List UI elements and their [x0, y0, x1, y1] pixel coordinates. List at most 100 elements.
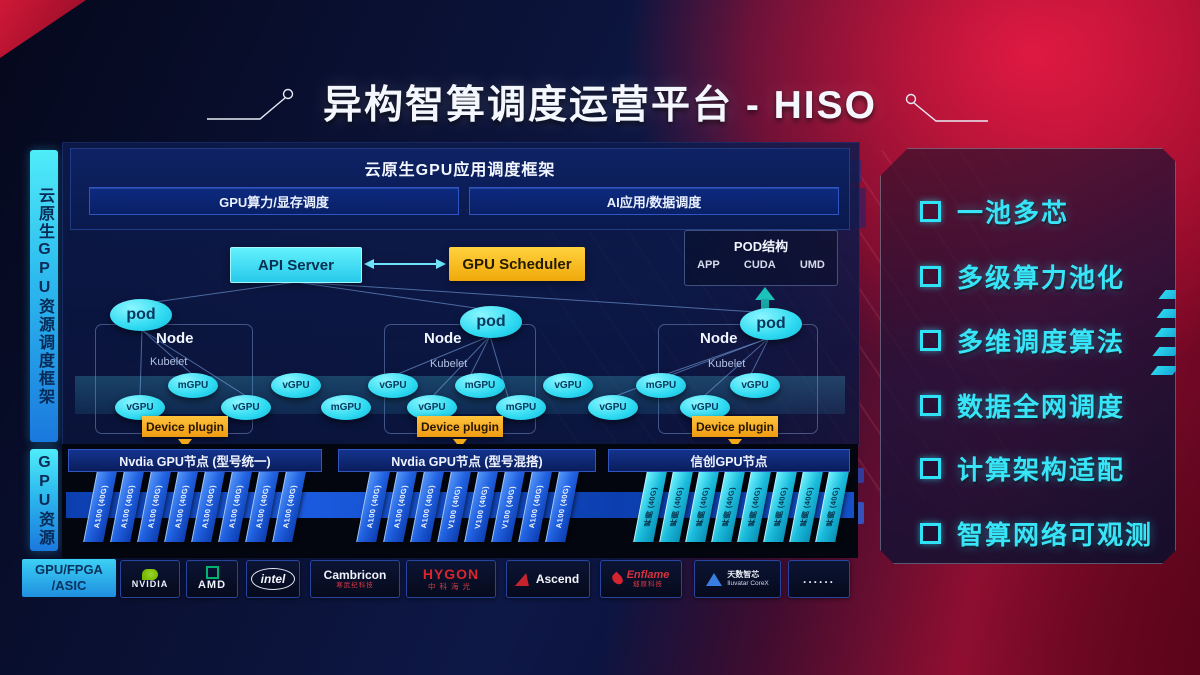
gpu-group-label-mixed: Nvdia GPU节点 (型号混搭)	[338, 449, 596, 472]
vendor-name: HYGON	[422, 566, 480, 583]
amd-logo-icon	[205, 566, 219, 580]
vendor-name: Ascend	[535, 572, 580, 586]
square-bullet-icon	[920, 266, 941, 287]
feature-label: 多级算力池化	[957, 262, 1126, 293]
feature-label: 计算架构适配	[957, 454, 1126, 485]
device-plugin-label: Device plugin	[145, 419, 225, 434]
gpu-ellipse: vGPU	[543, 373, 593, 398]
ai-app-data-scheduling-box: AI应用/数据调度	[469, 187, 839, 215]
gpu-ellipse: vGPU	[407, 395, 457, 420]
gpu-ellipse: mGPU	[321, 395, 371, 420]
gpu-ellipse: vGPU	[221, 395, 271, 420]
vendor-name: AMD	[197, 579, 227, 592]
gpu-ellipse: vGPU	[588, 395, 638, 420]
vendor-subname: Iluvatar CoreX	[727, 579, 769, 587]
pod-struct-item-umd: UMD	[799, 259, 825, 271]
node-label: Node	[156, 330, 194, 347]
vendor-subname: 中科海光	[428, 581, 474, 591]
gpu-fpga-asic-badge: GPU/FPGA /ASIC	[22, 559, 116, 597]
gpu-group-label-uniform: Nvdia GPU节点 (型号统一)	[68, 449, 322, 472]
square-bullet-icon	[920, 458, 941, 479]
device-plugin-badge: Device plugin	[692, 416, 778, 448]
feature-item: 计算架构适配	[920, 450, 1125, 486]
vendor-subname: 燧原科技	[632, 581, 663, 589]
device-plugin-label: Device plugin	[695, 419, 775, 434]
vendor-name: NVIDIA	[131, 578, 169, 589]
feature-label: 智算网络可观测	[957, 519, 1154, 550]
gpu-group-label-xinchuang: 信创GPU节点	[608, 449, 850, 472]
iluvatar-logo-icon	[706, 572, 723, 586]
device-plugin-label: Device plugin	[420, 419, 500, 434]
rail-label: 云原生GPU资源调度框架	[36, 186, 53, 406]
gpu-compute-mem-scheduling-box: GPU算力/显存调度	[89, 187, 459, 215]
page-title: 异构智算调度运营平台 - HISO	[322, 84, 877, 127]
square-bullet-icon	[920, 201, 941, 222]
gpu-ellipse: mGPU	[168, 373, 218, 398]
gpu-ellipse: mGPU	[455, 373, 505, 398]
vendor-chip-iluvatar: 天数智芯 Iluvatar CoreX	[694, 560, 781, 598]
down-arrow-icon	[453, 439, 467, 448]
pod-ellipse: pod	[460, 306, 522, 338]
down-arrow-icon	[728, 439, 742, 448]
square-bullet-icon	[920, 330, 941, 351]
vendor-name: ......	[802, 572, 835, 586]
rail-cloud-native-framework: 云原生GPU资源调度框架	[30, 150, 58, 442]
vendor-name: 天数智芯	[727, 570, 760, 580]
kubelet-label: Kubelet	[708, 358, 746, 370]
vendor-chip-more: ......	[788, 560, 850, 598]
pod-up-arrow-icon	[752, 287, 778, 311]
pod-structure-title: POD结构	[733, 239, 789, 254]
gpu-ellipse: vGPU	[368, 373, 418, 398]
kubelet-label: Kubelet	[430, 358, 468, 370]
vendor-name: Enflame	[626, 569, 670, 582]
feature-label: 一池多芯	[957, 197, 1070, 228]
feature-label: 数据全网调度	[957, 391, 1126, 422]
rail-label: GPU资源	[36, 453, 53, 547]
pod-ellipse: pod	[740, 308, 802, 340]
gpu-ellipse: vGPU	[115, 395, 165, 420]
lead-line1: GPU/FPGA	[35, 561, 103, 577]
pod-struct-item-app: APP	[697, 259, 720, 271]
feature-item: 数据全网调度	[920, 387, 1125, 423]
vendor-chip-hygon: HYGON 中科海光	[406, 560, 496, 598]
device-plugin-badge: Device plugin	[417, 416, 503, 448]
feature-label: 多维调度算法	[957, 326, 1126, 357]
feature-panel: 一池多芯 多级算力池化 多维调度算法 数据全网调度 计算架构适配 智算网络可观测	[880, 148, 1176, 564]
ascend-logo-icon	[514, 572, 533, 586]
pod-ellipse: pod	[110, 299, 172, 331]
vendor-chip-ascend: Ascend	[506, 560, 590, 598]
vendor-chip-enflame: Enflame 燧原科技	[600, 560, 682, 598]
api-server-box: API Server	[230, 247, 362, 283]
down-arrow-icon	[178, 439, 192, 448]
vendor-subname: 寒武纪科技	[336, 582, 374, 590]
gpu-ellipse: vGPU	[730, 373, 780, 398]
frame-title: 云原生GPU应用调度框架	[364, 162, 556, 179]
pod-structure-box: POD结构 APP CUDA UMD	[684, 230, 838, 286]
nvidia-logo-icon	[141, 568, 158, 580]
pod-struct-item-cuda: CUDA	[743, 259, 776, 271]
gpu-ellipse: vGPU	[680, 395, 730, 420]
feature-item: 多维调度算法	[920, 322, 1125, 358]
vendor-chip-nvidia: NVIDIA	[120, 560, 180, 598]
vendor-chip-cambricon: Cambricon 寒武纪科技	[310, 560, 400, 598]
node-label: Node	[700, 330, 738, 347]
rail-gpu-resource: GPU资源	[30, 449, 58, 551]
gpu-ellipse: mGPU	[636, 373, 686, 398]
kubelet-label: Kubelet	[150, 356, 188, 368]
feature-item: 智算网络可观测	[920, 515, 1153, 551]
vendor-chip-amd: AMD	[186, 560, 238, 598]
feature-item: 多级算力池化	[920, 258, 1125, 294]
gpu-scheduler-box: GPU Scheduler	[449, 247, 585, 281]
gpu-ellipse: mGPU	[496, 395, 546, 420]
vendor-name: Cambricon	[323, 567, 387, 582]
square-bullet-icon	[920, 395, 941, 416]
device-plugin-badge: Device plugin	[142, 416, 228, 448]
node-label: Node	[424, 330, 462, 347]
hazard-stripe-icon	[1150, 366, 1179, 375]
gpu-ellipse: vGPU	[271, 373, 321, 398]
feature-item: 一池多芯	[920, 193, 1069, 229]
square-bullet-icon	[920, 523, 941, 544]
enflame-logo-icon	[609, 571, 625, 587]
intel-logo-icon: intel	[250, 568, 296, 590]
